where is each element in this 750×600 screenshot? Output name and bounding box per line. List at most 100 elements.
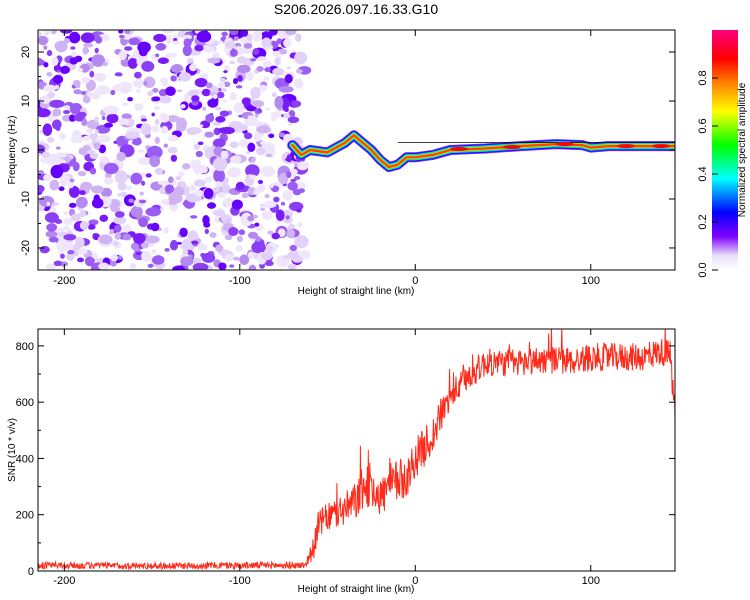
spectrogram-noise-blob: [117, 193, 122, 197]
spectrogram-noise-blob: [47, 136, 55, 143]
spectrogram-noise-blob: [79, 190, 86, 196]
spectrogram-noise-blob: [60, 65, 70, 74]
spectrogram-noise-blob: [81, 76, 90, 84]
spectrogram-noise-blob: [265, 245, 274, 252]
spectrogram-noise-blob: [73, 89, 82, 95]
spectrogram-noise-blob: [138, 47, 148, 57]
spectrogram-noise-blob: [143, 81, 148, 86]
snr-y-tick-label: 200: [16, 510, 34, 522]
spectrogram-noise-blob: [48, 236, 59, 243]
spectrogram-noise-blob: [145, 235, 160, 244]
spectrogram-noise-blob: [157, 181, 165, 185]
spectrogram-noise-blob: [52, 111, 58, 117]
spectrogram-noise-blob: [214, 106, 222, 111]
spectrogram-noise-blob: [261, 37, 272, 49]
spectrogram-noise-blob: [237, 64, 251, 74]
colorbar: 0.0 0.2 0.4 0.6 0.8 Normalized spectral ampl…: [697, 30, 748, 278]
spectrogram-noise-blob: [46, 223, 58, 232]
colorbar-tick-label: 0.8: [697, 70, 709, 85]
spectrogram-noise-blob: [233, 78, 238, 85]
spectrogram-noise-blob: [247, 215, 255, 222]
spectrogram-noise-blob: [121, 113, 132, 120]
spectrogram-noise-blob: [77, 257, 84, 263]
spectrogram-noise-blob: [268, 133, 275, 139]
spectrogram-noise-blob: [114, 231, 121, 240]
spectrogram-noise-blob: [233, 36, 239, 41]
snr-y-tick-label: 800: [16, 341, 34, 353]
spectrogram-noise-blob: [204, 176, 213, 183]
spectrogram-noise-blob: [294, 235, 309, 249]
spectrogram-noise-blob: [72, 161, 80, 172]
spectrogram-noise-blob: [260, 207, 266, 211]
spectrogram-noise-blob: [154, 118, 160, 126]
spectrogram-noise-blob: [270, 183, 274, 189]
spectrogram-noise-blob: [180, 256, 194, 267]
snr-panel: -200 -100 0 100 0 200 400 600 800 Height of str…: [7, 328, 676, 595]
spectrogram-noise-blob: [191, 95, 200, 102]
colorbar-tick-label: 0.0: [697, 262, 709, 277]
spectrogram-noise-blob: [104, 122, 113, 128]
spectrogram-noise-blob: [217, 82, 226, 88]
spectrogram-noise-blob: [228, 227, 239, 236]
spectrogram-noise-blob: [40, 95, 51, 104]
spectrogram-hot-spot: [450, 147, 469, 152]
spectrogram-noise-blob: [187, 89, 199, 98]
spectrogram-noise-blob: [212, 121, 222, 126]
spectrogram-noise-blob: [230, 155, 242, 164]
spectrogram-y-tick-label: 10: [20, 95, 32, 107]
spectrogram-noise-blob: [167, 146, 178, 154]
spectrogram-noise-blob: [196, 30, 212, 43]
spectrogram-noise-blob: [46, 201, 50, 206]
spectrogram-noise-blob: [98, 144, 107, 154]
spectrogram-noise-blob: [223, 81, 231, 88]
spectrogram-noise-blob: [122, 224, 132, 233]
colorbar-gradient: [712, 30, 738, 270]
spectrogram-noise-blob: [264, 67, 271, 73]
spectrogram-noise-blob: [129, 262, 137, 270]
spectrogram-noise-blob: [295, 33, 302, 42]
spectrogram-noise-blob: [249, 174, 257, 180]
spectrogram-noise-blob: [186, 127, 202, 135]
spectrogram-noise-blob: [82, 95, 91, 104]
spectrogram-noise-blob: [70, 134, 84, 144]
spectrogram-noise-blob: [138, 199, 147, 204]
spectrogram-noise-blob: [197, 141, 204, 146]
spectrogram-noise-blob: [283, 113, 291, 119]
spectrogram-noise-blob: [122, 34, 133, 40]
spectrogram-noise-blob: [235, 181, 245, 190]
spectrogram-noise-blob: [278, 132, 286, 138]
spectrogram-noise-blob: [62, 218, 73, 225]
spectrogram-noise-blob: [80, 32, 95, 43]
spectrogram-noise-blob: [62, 225, 70, 231]
spectrogram-noise-blob: [286, 228, 296, 239]
spectrogram-noise-blob: [125, 131, 140, 140]
spectrogram-noise-blob: [273, 196, 280, 203]
spectrogram-noise-blob: [147, 263, 154, 268]
spectrogram-noise-blob: [118, 118, 130, 125]
spectrogram-noise-blob: [42, 123, 53, 136]
snr-y-tick-label: 400: [16, 453, 34, 465]
spectrogram-noise-blob: [195, 150, 203, 158]
spectrogram-noise-blob: [194, 44, 204, 52]
spectrogram-noise-blob: [165, 52, 177, 59]
spectrogram-noise-blob: [95, 135, 111, 143]
spectrogram-x-axis-title: Height of straight line (km): [298, 286, 415, 297]
spectrogram-noise-blob: [140, 118, 148, 122]
spectrogram-noise-blob: [221, 31, 228, 37]
spectrogram-noise-blob: [238, 139, 251, 148]
spectrogram-noise-blob: [91, 54, 105, 67]
spectrogram-noise-blob: [69, 57, 78, 65]
spectrogram-noise-blob: [98, 234, 113, 245]
spectrogram-noise-blob: [95, 35, 103, 44]
spectrogram-noise-blob: [133, 233, 146, 244]
snr-y-tick-label: 0: [28, 566, 34, 578]
spectrogram-noise-blob: [247, 115, 255, 121]
spectrogram-noise-blob: [239, 254, 250, 265]
spectrogram-noise-blob: [177, 242, 182, 245]
spectrogram-noise-blob: [229, 264, 235, 268]
spectrogram-noise-blob: [252, 30, 263, 42]
spectrogram-noise-blob: [277, 228, 286, 238]
spectrogram-noise-blob: [288, 110, 296, 118]
spectrogram-noise-blob: [66, 252, 75, 261]
spectrogram-noise-blob: [169, 239, 179, 251]
